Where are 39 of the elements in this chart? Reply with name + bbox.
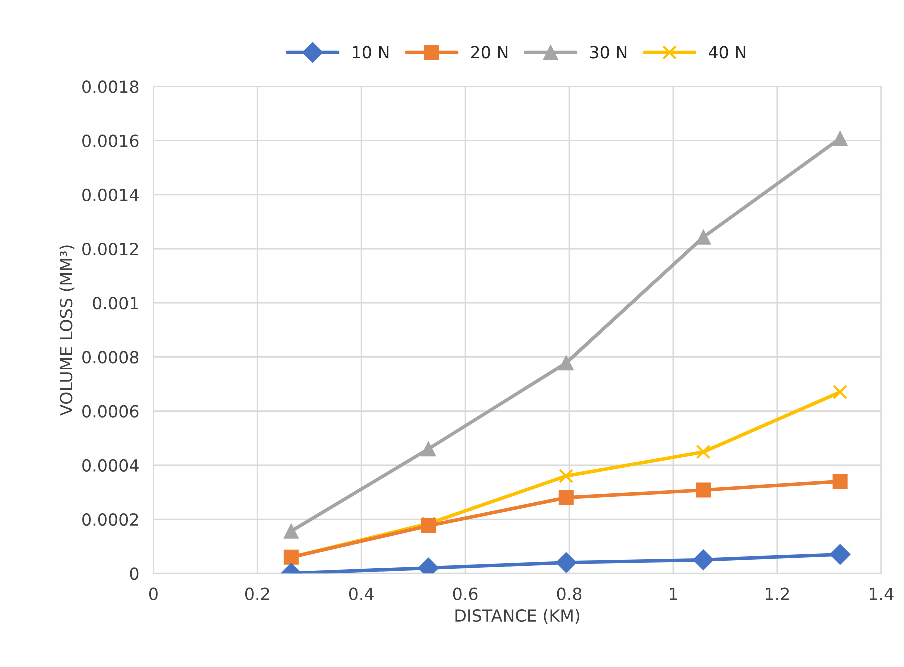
point [830,544,851,566]
y-tick-label: 0.0012 [82,242,138,256]
y-tick-label: 0.0002 [82,513,138,526]
x-tick-label: 1.4 [870,588,894,600]
y-tick-label: 0.0018 [82,80,139,94]
y-tick-label: 0.0006 [82,405,139,418]
point [421,518,436,534]
point [832,131,848,146]
point [421,442,436,457]
point [558,490,574,506]
legend-label: 10 N [353,46,389,59]
y-tick-label: 0.001 [93,297,138,310]
x-tick-label: 0.2 [245,588,270,600]
x-tick-label: 1.2 [766,588,790,600]
point [559,468,574,484]
point [693,550,714,570]
y-tick-label: 0.0014 [82,188,139,202]
point [696,444,711,460]
point [696,482,712,498]
legend-label: 20 N [471,46,508,59]
point [556,552,577,574]
y-tick-label: 0.0016 [82,134,139,148]
x-tick-label: 1 [670,588,678,600]
x-axis-title: DISTANCE (KM) [456,609,580,624]
x-tick-label: 0.8 [557,588,582,600]
y-tick-label: 0.0008 [82,351,139,364]
y-tick-label: 0.0004 [82,459,139,472]
point [696,230,712,245]
x-tick-label: 0.6 [453,588,478,600]
y-tick-label: 0 [130,568,139,580]
x-tick-label: 0.4 [349,588,374,600]
x-tick-label: 0 [149,588,158,600]
legend-label: 40 N [708,46,746,59]
point [284,524,299,539]
point [833,385,848,400]
point [558,356,574,371]
legend-label: 30 N [590,46,627,59]
point [832,474,848,490]
y-axis-title: VOLUME LOSS (MM³) [60,246,75,416]
